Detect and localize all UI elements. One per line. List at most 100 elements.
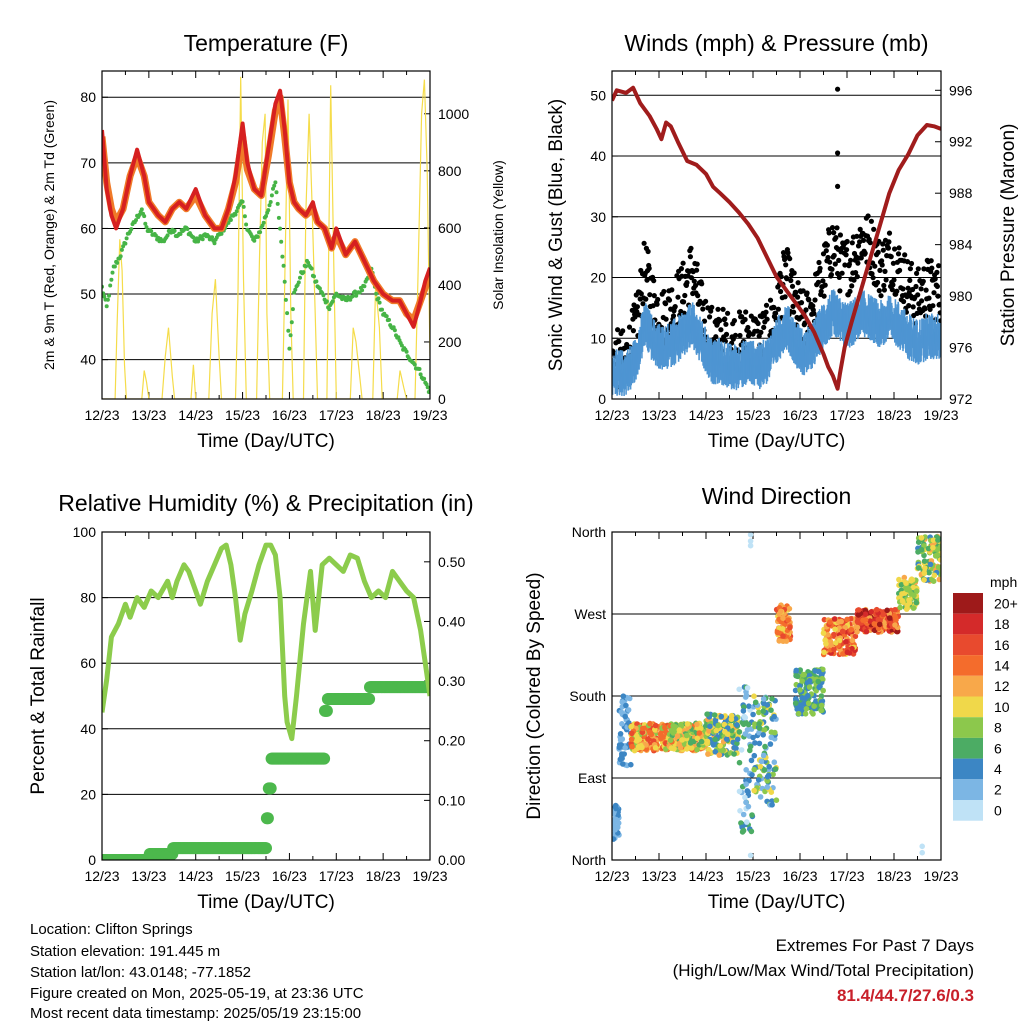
direction-outlier [747, 542, 754, 549]
gust-point [632, 314, 638, 320]
gust-point [739, 314, 745, 320]
gust-point [691, 278, 697, 284]
dewpoint-point [374, 291, 379, 296]
dewpoint-point [360, 288, 365, 293]
direction-point [787, 624, 793, 631]
dewpoint-point [271, 186, 275, 191]
direction-point [799, 695, 806, 701]
y-tick-label: 20 [590, 270, 606, 286]
y-tick-label: 40 [80, 721, 96, 737]
direction-point [738, 747, 745, 753]
direction-point [892, 622, 898, 628]
direction-point [683, 732, 690, 739]
dewpoint-point [324, 299, 329, 304]
gust-point [684, 280, 690, 286]
direction-point [760, 752, 767, 759]
dewpoint-point [142, 214, 147, 219]
direction-point [746, 703, 752, 709]
direction-point [918, 546, 925, 553]
direction-point [743, 781, 749, 787]
gust-point [934, 269, 940, 275]
x-tick-label: 13/23 [641, 868, 676, 884]
gust-point [910, 304, 916, 310]
direction-point [751, 787, 757, 794]
direction-point [795, 710, 802, 717]
gust-point [870, 275, 876, 281]
gust-point [736, 309, 743, 315]
legend-swatch [953, 675, 983, 697]
direction-point [722, 728, 728, 735]
gust-point [846, 261, 853, 267]
y2-tick-label: 980 [949, 288, 973, 304]
direction-point [786, 605, 793, 612]
direction-point [910, 605, 917, 611]
y2-tick-label: 0.20 [438, 733, 465, 749]
direction-point [668, 745, 675, 751]
y-axis-label: Sonic Wind & Gust (Blue, Black) [546, 99, 567, 371]
gust-point [798, 300, 805, 306]
gust-point [680, 260, 686, 266]
gust-point [687, 254, 694, 260]
dewpoint-point [314, 279, 319, 284]
direction-point [854, 629, 860, 635]
extremes-block: Extremes For Past 7 Days (High/Low/Max W… [673, 933, 974, 1008]
direction-point [750, 734, 756, 741]
dewpoint-point [281, 263, 286, 268]
gust-point [890, 260, 897, 266]
gust-point [860, 237, 867, 243]
direction-point [707, 723, 713, 730]
gust-point [868, 218, 875, 224]
gust-point [800, 288, 806, 294]
direction-point [897, 604, 903, 611]
gust-point [904, 259, 911, 265]
direction-point [931, 572, 938, 579]
direction-point [756, 709, 762, 716]
direction-point [688, 745, 695, 751]
gust-point [900, 286, 906, 292]
direction-point [705, 751, 711, 757]
plot-frame [101, 70, 431, 400]
y2-tick-label: 0 [438, 391, 446, 407]
legend-label: 14 [994, 657, 1010, 673]
gust-point [937, 301, 941, 307]
gust-point [715, 306, 721, 312]
panel-title: Winds (mph) & Pressure (mb) [624, 30, 928, 56]
x-tick-label: 15/23 [735, 407, 770, 423]
dewpoint-point [109, 277, 114, 282]
direction-point [906, 597, 912, 603]
dewpoint-point [228, 218, 233, 222]
x-tick-label: 18/23 [366, 407, 401, 423]
direction-point [760, 708, 767, 714]
x-axis-label: Time (Day/UTC) [197, 431, 335, 452]
x-tick-label: 16/23 [272, 868, 307, 884]
dewpoint-point [244, 222, 249, 227]
gust-point [831, 230, 837, 236]
direction-point [779, 626, 786, 632]
direction-point [925, 545, 932, 552]
gust-point [788, 277, 794, 284]
direction-point [817, 683, 823, 689]
direction-point [875, 616, 882, 623]
x-tick-label: 14/23 [178, 868, 213, 884]
direction-point [839, 628, 846, 635]
latlon-text: Station lat/lon: 43.0148; -77.1852 [30, 964, 252, 981]
dewpoint-point [330, 299, 335, 304]
direction-point [822, 637, 828, 643]
gust-point [817, 265, 823, 271]
gust-point [857, 239, 863, 245]
dewpoint-point [165, 233, 170, 238]
gust-point [651, 293, 657, 299]
gust-point [654, 301, 660, 307]
gust-outlier [835, 86, 841, 92]
extremes-subtitle: (High/Low/Max Wind/Total Precipitation) [672, 961, 974, 980]
gust-point [834, 225, 840, 231]
dewpoint-point [212, 241, 217, 246]
gust-point [869, 271, 875, 277]
series-2m-temperature [102, 88, 430, 329]
dewpoint-point [234, 209, 239, 214]
direction-point [643, 742, 649, 748]
direction-point [844, 616, 850, 623]
dewpoint-point [296, 280, 301, 285]
direction-point [618, 709, 625, 715]
direction-point [736, 788, 743, 795]
